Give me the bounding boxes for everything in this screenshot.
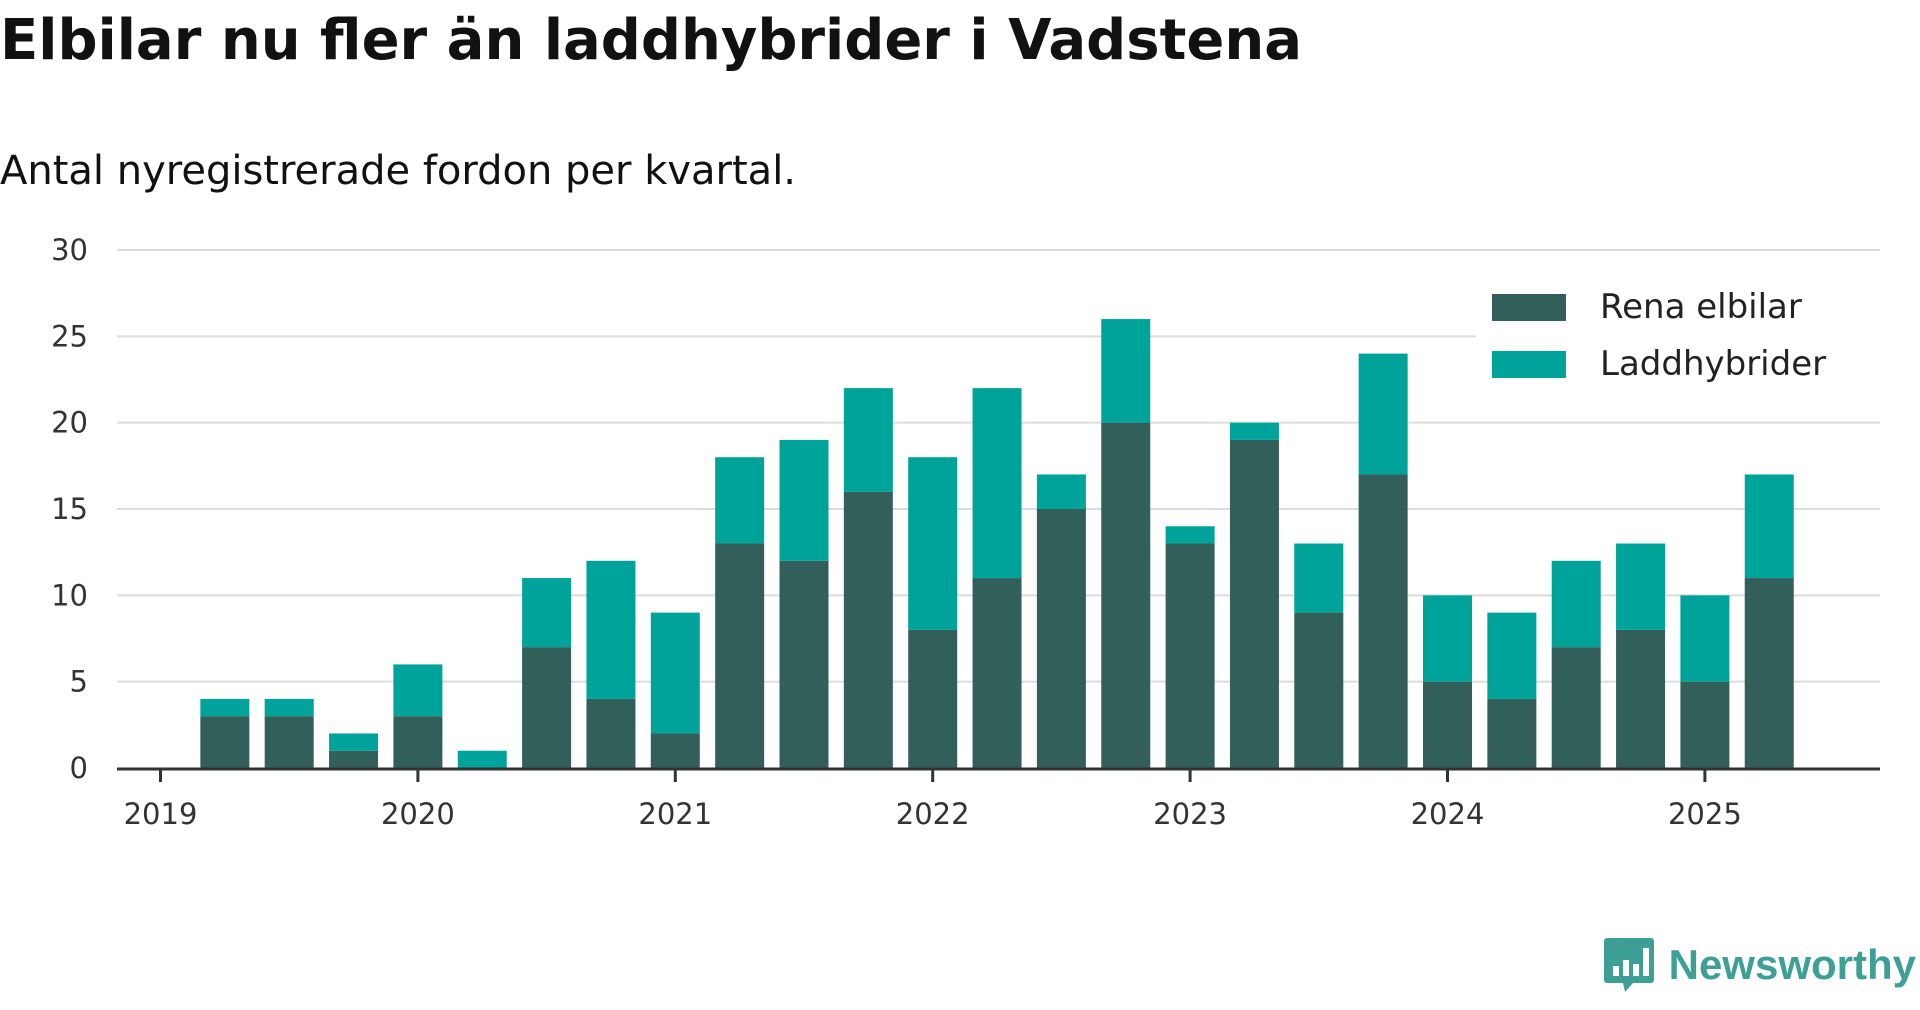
legend-swatch <box>1492 351 1566 378</box>
y-tick-label: 0 <box>70 751 88 785</box>
x-tick-label: 2019 <box>124 797 198 831</box>
bar-laddhybrider <box>779 439 829 561</box>
newsworthy-logo-icon <box>1603 938 1654 992</box>
bar-rena-elbilar <box>1294 612 1344 768</box>
bar-laddhybrider <box>457 750 507 768</box>
x-tick-label: 2024 <box>1411 797 1485 831</box>
legend: Rena elbilar Laddhybrider <box>1476 278 1882 396</box>
bar-rena-elbilar <box>1036 509 1086 768</box>
bar-rena-elbilar <box>715 543 765 768</box>
chart-title: Elbilar nu fler än laddhybrider i Vadste… <box>0 8 1302 73</box>
bar-rena-elbilar <box>1229 439 1279 768</box>
legend-label: Laddhybrider <box>1600 344 1826 384</box>
bar-laddhybrider <box>586 560 636 699</box>
bar-rena-elbilar <box>1744 578 1794 768</box>
x-tick-label: 2021 <box>638 797 712 831</box>
bar-laddhybrider <box>393 664 443 717</box>
bar-laddhybrider <box>1101 319 1151 423</box>
bar-laddhybrider <box>715 457 765 544</box>
x-tick-label: 2025 <box>1668 797 1742 831</box>
bar-laddhybrider <box>972 388 1022 579</box>
legend-swatch <box>1492 294 1566 321</box>
x-tick-label: 2023 <box>1153 797 1227 831</box>
bar-laddhybrider <box>1616 543 1666 630</box>
y-tick-label: 5 <box>70 665 88 699</box>
bar-rena-elbilar <box>1551 647 1601 768</box>
bar-laddhybrider <box>1165 526 1215 544</box>
bar-rena-elbilar <box>522 647 572 768</box>
bar-rena-elbilar <box>1101 422 1151 768</box>
bar-laddhybrider <box>1487 612 1537 699</box>
bar-laddhybrider <box>329 733 379 751</box>
bar-laddhybrider <box>1680 595 1730 682</box>
bar-rena-elbilar <box>393 716 443 768</box>
bars <box>200 319 1794 768</box>
bar-laddhybrider <box>650 612 700 734</box>
bar-rena-elbilar <box>200 716 250 768</box>
bar-rena-elbilar <box>843 491 893 768</box>
bar-rena-elbilar <box>1680 681 1730 768</box>
bar-rena-elbilar <box>650 733 700 768</box>
legend-label: Rena elbilar <box>1600 287 1802 327</box>
bar-rena-elbilar <box>264 716 314 768</box>
bar-laddhybrider <box>1294 543 1344 613</box>
chart-subtitle: Antal nyregistrerade fordon per kvartal. <box>0 148 797 194</box>
x-tick-label: 2022 <box>896 797 970 831</box>
x-axis-ticks: 2019 2020 2021 2022 2023 2024 2025 <box>124 770 1742 831</box>
bar-rena-elbilar <box>1487 698 1537 768</box>
bar-rena-elbilar <box>1165 543 1215 768</box>
bar-laddhybrider <box>908 457 958 630</box>
y-tick-label: 15 <box>51 492 88 526</box>
bar-laddhybrider <box>1229 422 1279 440</box>
bar-laddhybrider <box>843 388 893 492</box>
bar-laddhybrider <box>1036 474 1086 509</box>
bar-rena-elbilar <box>329 750 379 768</box>
brand-name: Newsworthy <box>1668 941 1916 988</box>
brand: Newsworthy <box>1603 936 1916 994</box>
y-tick-label: 30 <box>51 233 88 267</box>
bar-laddhybrider <box>1423 595 1472 682</box>
bar-rena-elbilar <box>779 560 829 768</box>
bar-rena-elbilar <box>908 629 958 768</box>
y-tick-label: 25 <box>51 319 88 353</box>
bar-rena-elbilar <box>1423 681 1472 768</box>
bar-laddhybrider <box>200 698 250 717</box>
bar-laddhybrider <box>264 698 314 717</box>
bar-rena-elbilar <box>972 578 1022 768</box>
bar-rena-elbilar <box>586 698 636 768</box>
x-tick-label: 2020 <box>381 797 455 831</box>
y-tick-label: 20 <box>51 406 88 440</box>
bar-laddhybrider <box>522 578 572 648</box>
bar-laddhybrider <box>1358 353 1408 475</box>
y-tick-label: 10 <box>51 578 88 612</box>
bar-laddhybrider <box>1551 560 1601 648</box>
bar-rena-elbilar <box>1358 474 1408 768</box>
bar-rena-elbilar <box>1616 629 1666 768</box>
bar-laddhybrider <box>1744 474 1794 579</box>
y-axis-ticks: 0 5 10 15 20 25 30 <box>51 233 88 785</box>
